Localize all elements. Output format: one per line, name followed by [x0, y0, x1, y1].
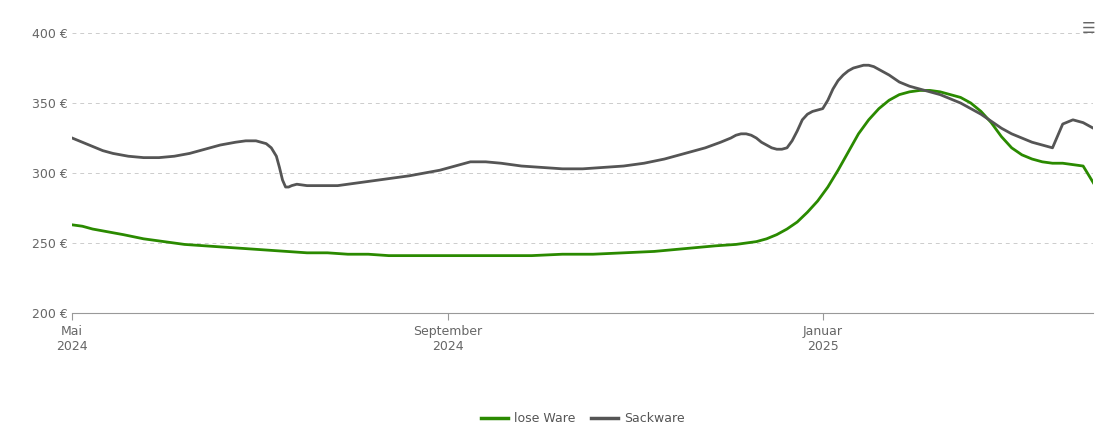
Text: ☰: ☰ [1082, 21, 1096, 36]
Legend: lose Ware, Sackware: lose Ware, Sackware [475, 407, 690, 423]
